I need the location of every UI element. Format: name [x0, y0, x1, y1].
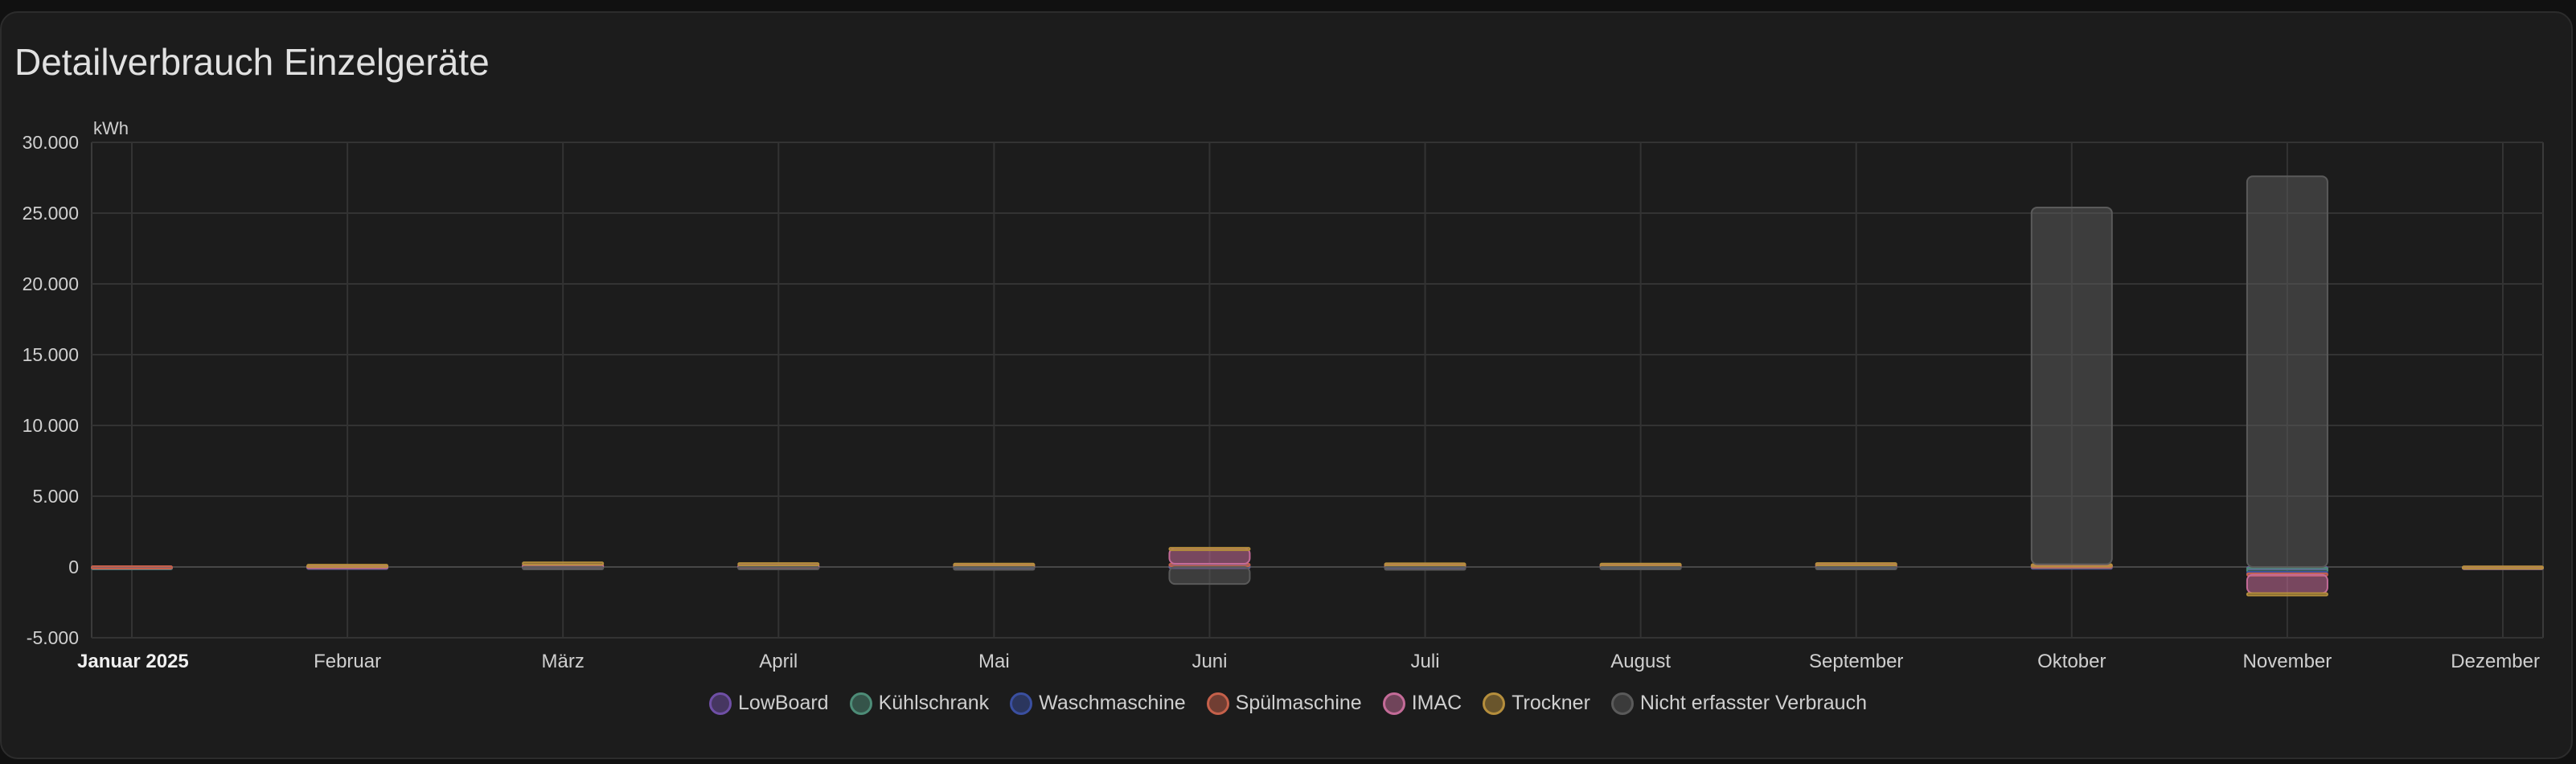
x-tick-label: Dezember	[2451, 651, 2540, 672]
legend-label: Trockner	[1512, 692, 1590, 714]
bar-segment-trockner[interactable]	[1168, 547, 1251, 552]
y-tick-label: 25.000	[23, 203, 79, 224]
y-tick-label: 30.000	[23, 132, 79, 153]
x-tick-label: November	[2243, 651, 2332, 672]
y-axis-unit: kWh	[93, 118, 129, 138]
bar-segment-nicht-erfasster-verbrauch[interactable]	[1168, 566, 1251, 585]
bar-segment-trockner[interactable]	[1815, 562, 1897, 567]
bar-segment-trockner[interactable]	[1384, 562, 1466, 567]
legend-swatch-icon	[709, 692, 732, 715]
y-tick-label: 0	[68, 557, 79, 577]
x-tick-label: Mai	[978, 651, 1010, 672]
bar-segment-spülmaschine[interactable]	[91, 565, 173, 570]
y-tick-label: 10.000	[23, 415, 79, 436]
legend-item[interactable]: Trockner	[1483, 692, 1590, 715]
legend-item[interactable]: LowBoard	[709, 692, 829, 715]
legend-swatch-icon	[1483, 692, 1506, 715]
bar-segment-nicht-erfasster-verbrauch[interactable]	[1815, 566, 1897, 570]
legend-label: Nicht erfasster Verbrauch	[1639, 692, 1867, 714]
x-tick-label: Juli	[1411, 651, 1440, 672]
bar-segment-trockner[interactable]	[2462, 565, 2544, 570]
chart-legend: LowBoard Kühlschrank Waschmaschine Spülmasc…	[0, 692, 2576, 715]
x-tick-label: Juni	[1192, 651, 1227, 672]
legend-label: Waschmaschine	[1039, 692, 1186, 714]
bar-segment-nicht-erfasster-verbrauch[interactable]	[737, 566, 820, 570]
legend-item[interactable]: Spülmaschine	[1206, 692, 1362, 715]
y-tick-label: -5.000	[27, 627, 79, 648]
x-tick-label: August	[1610, 651, 1671, 672]
bar-segment-trockner[interactable]	[737, 562, 820, 567]
legend-item[interactable]: Waschmaschine	[1010, 692, 1186, 715]
legend-item[interactable]: Nicht erfasster Verbrauch	[1610, 692, 1867, 715]
bar-segment-trockner[interactable]	[1599, 562, 1682, 567]
legend-swatch-icon	[1206, 692, 1229, 715]
x-tick-label: September	[1809, 651, 1903, 672]
legend-swatch-icon	[1610, 692, 1634, 715]
legend-item[interactable]: Kühlschrank	[849, 692, 990, 715]
legend-label: Spülmaschine	[1235, 692, 1362, 714]
legend-swatch-icon	[1382, 692, 1405, 715]
x-tick-label: Oktober	[2037, 651, 2106, 672]
bar-segment-nicht-erfasster-verbrauch[interactable]	[2246, 175, 2328, 569]
legend-swatch-icon	[849, 692, 872, 715]
chart-card	[0, 11, 2573, 759]
bar-segment-nicht-erfasster-verbrauch[interactable]	[522, 566, 605, 570]
y-tick-label: 5.000	[32, 486, 79, 507]
bar-segment-trockner[interactable]	[522, 561, 605, 566]
x-tick-label: Januar 2025	[77, 651, 189, 672]
x-tick-label: März	[542, 651, 585, 672]
x-tick-label: April	[759, 651, 798, 672]
bar-segment-imac[interactable]	[2246, 573, 2328, 594]
y-tick-label: 20.000	[23, 273, 79, 294]
legend-label: IMAC	[1411, 692, 1462, 714]
bar-segment-nicht-erfasster-verbrauch[interactable]	[2030, 206, 2113, 565]
bar-segment-trockner[interactable]	[2246, 592, 2328, 597]
x-tick-label: Februar	[314, 651, 381, 672]
bar-segment-nicht-erfasster-verbrauch[interactable]	[1384, 566, 1466, 571]
card-title: Detailverbrauch Einzelgeräte	[14, 41, 490, 83]
bar-segment-nicht-erfasster-verbrauch[interactable]	[953, 566, 1036, 571]
legend-swatch-icon	[1010, 692, 1033, 715]
legend-item[interactable]: IMAC	[1382, 692, 1462, 715]
legend-label: LowBoard	[738, 692, 829, 714]
y-tick-label: 15.000	[23, 344, 79, 365]
legend-label: Kühlschrank	[878, 692, 990, 714]
bar-segment-trockner[interactable]	[306, 564, 389, 569]
bar-segment-trockner[interactable]	[953, 562, 1036, 567]
bar-segment-nicht-erfasster-verbrauch[interactable]	[1599, 566, 1682, 570]
